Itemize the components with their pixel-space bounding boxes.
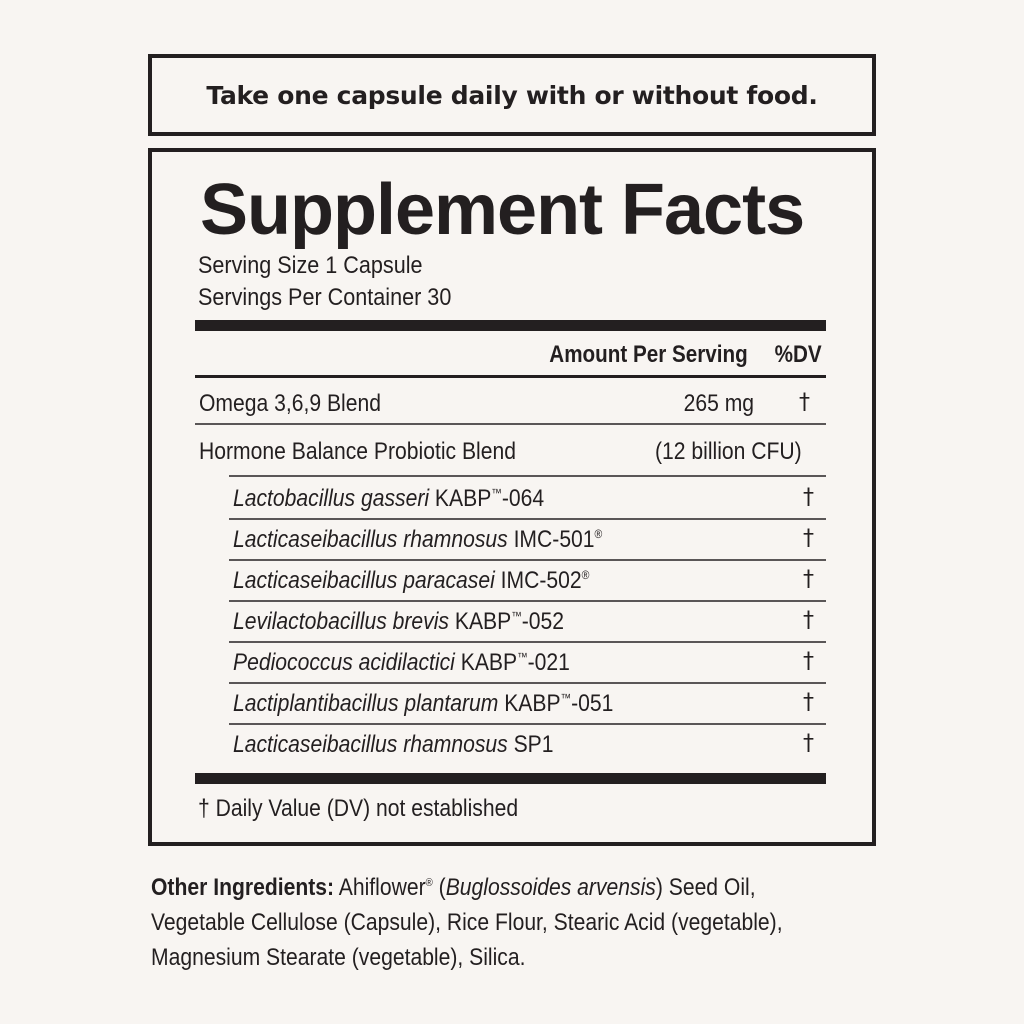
- strain-code: KABP: [454, 608, 512, 635]
- ingredient-list-rest: ) Seed Oil, Vegetable Cellulose (Capsule…: [151, 874, 783, 971]
- strain-species: Levilactobacillus brevis: [233, 608, 449, 635]
- row-probiotic-blend: Hormone Balance Probiotic Blend (12 bill…: [195, 430, 826, 471]
- strain-code: IMC-501: [513, 526, 595, 553]
- strain-species: Lacticaseibacillus paracasei: [233, 567, 495, 594]
- facts-title: Supplement Facts: [200, 170, 805, 250]
- directions-text: Take one capsule daily with or without f…: [206, 80, 818, 110]
- strain-species: Lacticaseibacillus rhamnosus: [233, 526, 508, 553]
- strain-code: IMC-502: [500, 567, 582, 594]
- strain-species: Lacticaseibacillus rhamnosus: [233, 731, 508, 758]
- divider-thick-top: [195, 320, 826, 331]
- strain-code: SP1: [513, 731, 554, 758]
- strain-species: Lactiplantibacillus plantarum: [233, 690, 499, 717]
- dagger-icon: †: [803, 526, 814, 551]
- strain-suffix: -052: [521, 608, 565, 635]
- strain-code: KABP: [434, 485, 492, 512]
- dagger-icon: †: [803, 731, 814, 756]
- registered-mark: ®: [425, 877, 433, 889]
- other-ingredients-label: Other Ingredients:: [151, 874, 335, 901]
- dagger-icon: †: [803, 485, 814, 510]
- row-amount: (12 billion CFU): [655, 438, 802, 465]
- ingredient-ahiflower: Ahiflower: [338, 874, 426, 901]
- dagger-icon: †: [803, 608, 814, 633]
- ingredient-latin-name: Buglossoides arvensis: [445, 874, 656, 901]
- row-amount: 265 mg: [683, 390, 754, 417]
- strain-suffix: -064: [501, 485, 545, 512]
- dagger-icon: †: [803, 690, 814, 715]
- dagger-icon: †: [799, 390, 810, 415]
- dv-footnote: † Daily Value (DV) not established: [198, 795, 519, 822]
- row-omega-blend: Omega 3,6,9 Blend 265 mg †: [195, 382, 826, 425]
- strain-species: Pediococcus acidilactici: [233, 649, 455, 676]
- strain-row: Lactobacillus gasseri KABP™-064 †: [229, 477, 826, 520]
- other-ingredients: Other Ingredients: Ahiflower® (Buglossoi…: [151, 866, 846, 975]
- strain-row: Lacticaseibacillus paracasei IMC-502® †: [229, 559, 826, 602]
- serving-size: Serving Size 1 Capsule: [198, 252, 423, 279]
- strain-row: Pediococcus acidilactici KABP™-021 †: [229, 641, 826, 684]
- registered-mark: ®: [594, 527, 603, 541]
- servings-per-container: Servings Per Container 30: [198, 284, 452, 311]
- supplement-facts-panel: Supplement Facts Serving Size 1 Capsule …: [148, 148, 876, 846]
- dagger-icon: †: [803, 649, 814, 674]
- strain-code: KABP: [460, 649, 518, 676]
- serving-info: Serving Size 1 Capsule Servings Per Cont…: [198, 250, 451, 314]
- strain-row: Lacticaseibacillus rhamnosus SP1 †: [229, 723, 826, 764]
- strain-row: Levilactobacillus brevis KABP™-052 †: [229, 600, 826, 643]
- strain-species: Lactobacillus gasseri: [233, 485, 430, 512]
- strain-suffix: -051: [571, 690, 614, 717]
- dagger-icon: †: [803, 567, 814, 592]
- divider-strains-top: [229, 475, 826, 477]
- strain-code: KABP: [504, 690, 561, 717]
- column-percent-dv: %DV: [774, 341, 822, 368]
- trademark-mark: ™: [491, 486, 502, 500]
- row-name: Omega 3,6,9 Blend: [199, 390, 381, 417]
- column-header: Amount Per Serving %DV: [195, 335, 826, 378]
- strain-row: Lactiplantibacillus plantarum KABP™-051 …: [229, 682, 826, 725]
- column-amount-per-serving: Amount Per Serving: [549, 341, 748, 368]
- directions-box: Take one capsule daily with or without f…: [148, 54, 876, 136]
- strain-row: Lacticaseibacillus rhamnosus IMC-501® †: [229, 518, 826, 561]
- trademark-mark: ™: [560, 691, 572, 705]
- strain-suffix: -021: [527, 649, 570, 676]
- divider-thick-bottom: [195, 773, 826, 784]
- trademark-mark: ™: [517, 650, 528, 664]
- row-name: Hormone Balance Probiotic Blend: [199, 438, 516, 465]
- registered-mark: ®: [581, 568, 590, 582]
- paren-open: (: [432, 874, 446, 901]
- trademark-mark: ™: [511, 609, 522, 623]
